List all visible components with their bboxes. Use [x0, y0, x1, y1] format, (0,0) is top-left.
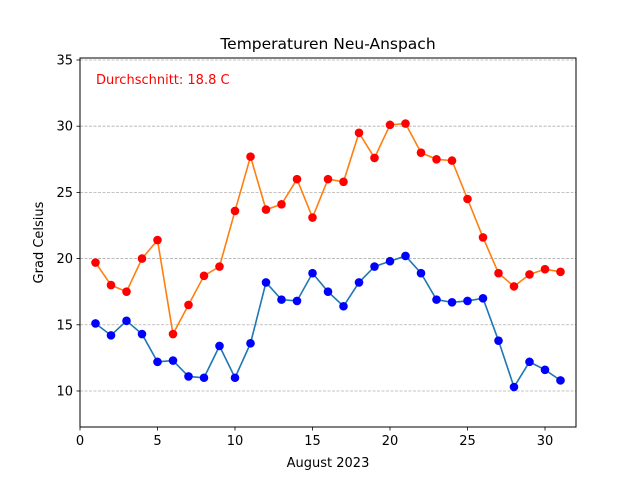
grid-lines: [80, 59, 576, 392]
data-point-min: [478, 294, 488, 303]
data-point-min: [153, 357, 162, 367]
series-group: [91, 119, 565, 392]
data-point-min: [230, 373, 240, 383]
axes-frame: [79, 57, 577, 428]
data-point-max: [556, 267, 565, 277]
x-tick-label: 5: [153, 434, 161, 449]
data-point-max: [540, 264, 550, 274]
data-point-min: [432, 295, 441, 304]
y-tick-label: 25: [56, 186, 73, 201]
data-point-min: [401, 251, 410, 261]
series-line-min: [95, 255, 561, 389]
data-point-max: [106, 280, 116, 290]
series-line-max: [94, 122, 561, 337]
data-point-min: [122, 316, 131, 326]
data-point-min: [354, 278, 364, 287]
x-tick-label: 25: [459, 434, 476, 449]
y-tick-label: 30: [56, 120, 73, 135]
data-point-max: [432, 154, 441, 164]
data-point-min: [540, 365, 550, 375]
data-point-min: [447, 297, 457, 307]
data-point-min: [463, 296, 472, 306]
data-point-min: [385, 256, 395, 266]
data-point-max: [153, 235, 162, 245]
data-point-max: [339, 177, 348, 187]
data-point-min: [246, 339, 255, 348]
data-point-min: [106, 331, 116, 340]
y-tick-label: 35: [56, 53, 73, 68]
data-point-min: [199, 373, 209, 383]
data-point-max: [509, 282, 519, 291]
data-point-min: [323, 287, 333, 296]
data-point-max: [385, 120, 395, 130]
chart-title: Temperaturen Neu-Anspach: [219, 35, 435, 53]
data-point-min: [509, 382, 519, 392]
data-point-min: [556, 376, 565, 385]
data-point-max: [308, 213, 317, 222]
data-point-max: [277, 200, 286, 209]
average-annotation: Durchschnitt: 18.8 C: [96, 73, 230, 88]
data-point-max: [478, 233, 488, 242]
data-point-max: [463, 194, 472, 204]
data-point-max: [91, 258, 100, 267]
data-point-max: [525, 270, 534, 279]
ticks: 10 15 20 25 30 35 0 5 10 15 20 25 30: [56, 53, 553, 449]
data-point-max: [370, 153, 379, 163]
series-min: [91, 251, 565, 392]
data-point-min: [494, 336, 503, 345]
x-tick-label: 15: [304, 434, 321, 449]
data-point-max: [246, 152, 255, 161]
y-tick-label: 20: [56, 252, 73, 267]
data-point-min: [525, 357, 534, 367]
data-point-max: [416, 148, 426, 157]
data-point-max: [137, 254, 147, 263]
data-point-min: [137, 329, 147, 339]
x-tick-label: 0: [76, 434, 84, 449]
x-tick-label: 10: [227, 434, 244, 449]
data-point-min: [91, 319, 100, 328]
data-point-max: [199, 271, 209, 281]
data-point-max: [354, 128, 364, 138]
x-axis-label: August 2023: [287, 456, 370, 471]
series-max: [91, 119, 565, 339]
data-point-min: [215, 341, 224, 351]
data-point-max: [323, 174, 333, 184]
data-point-min: [261, 278, 271, 287]
data-point-min: [416, 268, 426, 278]
y-tick-label: 10: [56, 384, 73, 399]
data-point-min: [292, 296, 302, 306]
data-point-max: [184, 300, 193, 310]
data-point-max: [168, 329, 178, 339]
data-point-max: [230, 206, 240, 216]
y-axis-label: Grad Celsius: [32, 201, 47, 283]
x-tick-label: 30: [537, 434, 554, 449]
data-point-max: [401, 119, 410, 128]
data-point-min: [370, 262, 379, 271]
data-point-max: [447, 156, 457, 165]
data-point-min: [168, 356, 178, 365]
data-point-min: [308, 268, 317, 278]
data-point-max: [494, 268, 503, 278]
data-point-min: [277, 295, 286, 304]
data-point-max: [122, 287, 131, 296]
data-point-min: [339, 301, 348, 311]
data-point-max: [261, 205, 271, 214]
data-point-min: [184, 372, 193, 381]
y-tick-label: 15: [56, 318, 73, 333]
data-point-max: [292, 174, 302, 184]
x-tick-label: 20: [382, 434, 399, 449]
data-point-max: [215, 262, 224, 271]
